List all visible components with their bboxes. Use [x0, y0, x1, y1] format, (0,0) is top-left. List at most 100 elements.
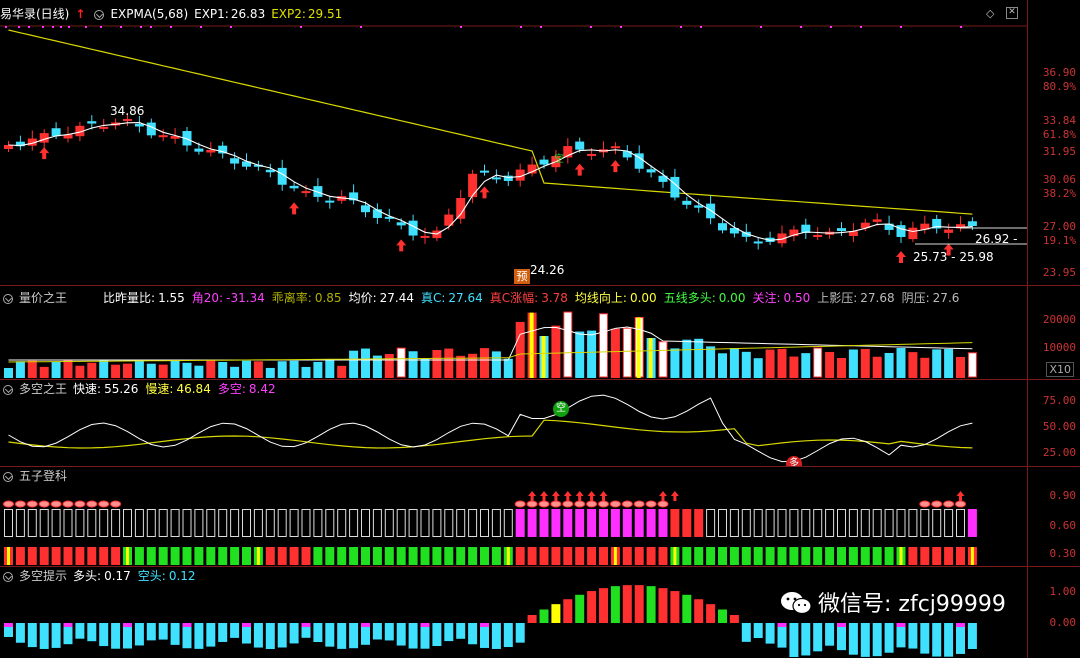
signal-bar	[146, 623, 156, 641]
signal-bar	[75, 623, 85, 639]
volume-bar	[753, 358, 763, 378]
trend-block	[230, 547, 240, 565]
candle-body	[313, 186, 323, 197]
volume-axis: 20000 10000 X10	[1027, 286, 1080, 379]
state-block	[920, 509, 930, 537]
volume-bar	[146, 363, 156, 378]
volume-bar	[63, 360, 73, 378]
volume-bar	[491, 351, 501, 378]
candle-body	[123, 118, 132, 121]
candle-body	[932, 218, 942, 229]
duokong-title[interactable]: 多空之王	[19, 382, 68, 396]
candle-body	[848, 231, 858, 236]
candle-body	[634, 153, 644, 169]
tishi-chart[interactable]	[0, 567, 1028, 658]
volume-title[interactable]: 量价之王	[19, 291, 68, 305]
indicator-settings-icon[interactable]	[3, 572, 13, 582]
candle-body	[908, 227, 918, 240]
volume-bar	[741, 351, 751, 378]
trend-block	[182, 547, 192, 565]
bubble-marker	[74, 500, 86, 508]
diamond-icon[interactable]: ◇	[986, 7, 995, 20]
up-arrow-icon: ↑	[75, 7, 86, 21]
signal-bar	[551, 604, 561, 623]
trend-block	[242, 547, 251, 565]
volume-bar	[896, 348, 906, 378]
volume-ma-line	[8, 326, 973, 361]
state-block	[587, 509, 597, 537]
field-value: 55.26	[104, 382, 139, 396]
volume-bar-highlight	[529, 312, 534, 378]
signal-dot	[620, 26, 622, 28]
volume-bar	[610, 328, 620, 378]
field-value: 27.68	[860, 291, 895, 305]
candle-body	[515, 169, 525, 181]
signal-dot	[360, 26, 362, 28]
signal-bar	[206, 623, 216, 647]
signal-bar	[63, 623, 73, 645]
trend-block	[349, 547, 359, 565]
signal-bar	[301, 623, 311, 638]
field-label: 真C涨幅:	[489, 291, 539, 305]
state-block	[539, 509, 549, 537]
main-price-pane[interactable]: 易华录(日线) ↑ EXPMA(5,68) EXP1: 26.83 EXP2: 29.51 …	[0, 0, 1080, 285]
signal-bar-cap	[956, 623, 965, 627]
candle-body	[15, 141, 25, 147]
volume-chart[interactable]	[0, 286, 1028, 379]
bubble-marker	[50, 500, 62, 508]
signal-bar	[884, 623, 894, 653]
wechat-icon	[781, 592, 812, 615]
signal-dot	[680, 26, 682, 28]
tishi-pane[interactable]: 多空提示 多头: 0.17 空头: 0.12 1.00 0.00	[0, 567, 1080, 658]
candle-body	[801, 224, 811, 233]
bubble-marker	[86, 500, 98, 508]
close-icon[interactable]: ✕	[1006, 7, 1018, 19]
state-block	[325, 509, 335, 537]
tishi-title[interactable]: 多空提示	[19, 569, 68, 583]
candle-body	[718, 223, 727, 231]
field-value: 0.85	[314, 291, 342, 305]
signal-dot	[590, 26, 592, 28]
signal-bar	[825, 623, 835, 646]
duokong-pane[interactable]: 多空之王 快速: 55.26 慢速: 46.84 多空: 8.42 空 多 75.00 50…	[0, 380, 1080, 466]
candle-body	[384, 216, 394, 219]
indicator-settings-icon[interactable]	[94, 10, 105, 20]
stock-name[interactable]: 易华录(日线)	[0, 7, 70, 21]
candle-body	[694, 205, 704, 208]
signal-bar	[123, 623, 132, 649]
volume-bar	[15, 361, 25, 378]
indicator-name[interactable]: EXPMA(5,68)	[110, 7, 189, 21]
volume-pane[interactable]: 量价之王 比昨量比: 1.55 角20: -31.34 乖离率: 0.85 均价: 27.44 真…	[0, 286, 1080, 379]
volume-bar	[408, 351, 418, 378]
signal-bar	[765, 623, 775, 644]
field-value: -31.34	[226, 291, 265, 305]
axis-tick: 61.8%	[1042, 128, 1076, 141]
trend-block	[111, 547, 121, 565]
wuzi-title[interactable]: 五子登科	[19, 469, 68, 483]
wuzi-pane[interactable]: 五子登科 0.90 0.60 0.30	[0, 467, 1080, 566]
indicator-settings-icon[interactable]	[3, 294, 13, 304]
axis-tick: 1.00	[1049, 585, 1077, 598]
sell-signal-icon: 空	[554, 154, 564, 165]
duokong-chart[interactable]	[0, 380, 1028, 466]
signal-dot	[900, 26, 902, 28]
candle-body	[813, 235, 823, 238]
state-block	[872, 509, 882, 537]
axis-tick: 31.95	[1042, 145, 1076, 158]
signal-dot	[700, 26, 702, 28]
indicator-settings-icon[interactable]	[3, 385, 13, 395]
signal-bar	[456, 623, 466, 639]
candle-body	[265, 169, 275, 173]
trend-block	[432, 547, 442, 565]
trend-block	[920, 547, 930, 565]
indicator-settings-icon[interactable]	[3, 472, 13, 482]
signal-bar	[944, 623, 954, 657]
trend-block	[729, 547, 739, 565]
candlestick-chart[interactable]	[0, 0, 1028, 285]
trend-block	[170, 547, 180, 565]
state-block	[230, 509, 240, 537]
volume-bar	[194, 365, 204, 378]
wuzi-chart[interactable]	[0, 467, 1028, 566]
trend-block	[563, 547, 573, 565]
field-value: 27.6	[932, 291, 960, 305]
